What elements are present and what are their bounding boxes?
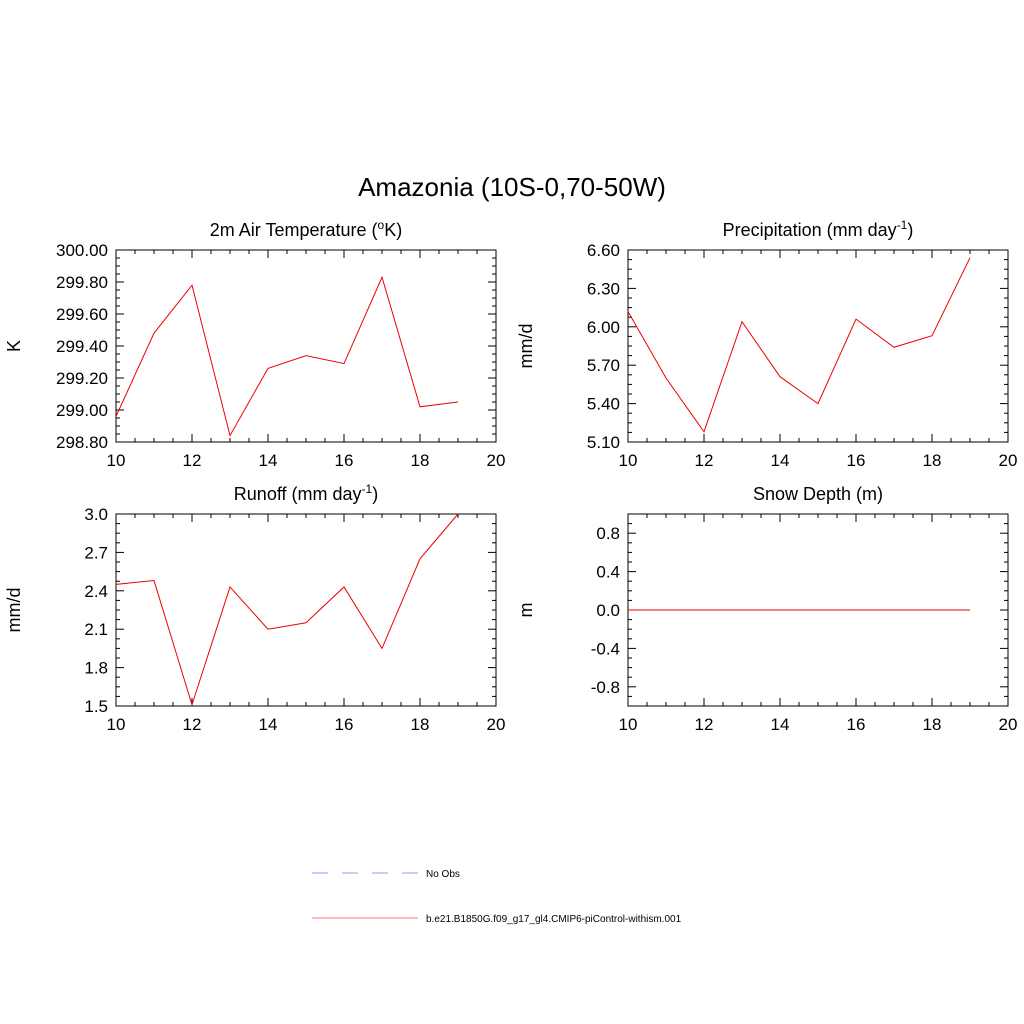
series-line-1 — [115, 275, 459, 437]
legend: No Obs b.e21.B1850G.f09_g17_gl4.CMIP6-piC… — [312, 869, 682, 925]
y-tick-label: 0.4 — [596, 563, 620, 582]
x-tick-label: 12 — [695, 451, 714, 470]
y-tick-label: 299.20 — [56, 369, 108, 388]
panels: 2m Air Temperature (oK) K 10 12 14 16 18 20 298.… — [4, 218, 1017, 734]
panel-title-superscript: -1 — [897, 218, 908, 232]
y-tick-label: 299.40 — [56, 337, 108, 356]
y-tick-label: 2.1 — [84, 620, 108, 639]
x-tick-label: 10 — [619, 451, 638, 470]
plot-frame — [115, 249, 497, 443]
x-tick-label: 12 — [183, 451, 202, 470]
panel-title-end: K) — [384, 220, 402, 240]
plot-frame — [627, 249, 1009, 443]
y-tick-label: 299.60 — [56, 305, 108, 324]
x-tick-label: 20 — [487, 451, 506, 470]
y-tick-label: 0.8 — [596, 524, 620, 543]
panel-title: Snow Depth (m) — [753, 484, 883, 504]
x-tick-label: 16 — [847, 715, 866, 734]
x-tick-label: 12 — [695, 715, 714, 734]
y-tick-label: 1.8 — [84, 659, 108, 678]
panel-title-end: ) — [372, 484, 378, 504]
x-tick-label: 14 — [259, 451, 278, 470]
x-tick-label: 20 — [999, 715, 1018, 734]
y-tick-label: 6.30 — [587, 279, 620, 298]
panel-1: 2m Air Temperature (oK) K 10 12 14 16 18 20 298.… — [4, 218, 505, 470]
panel-title: Runoff (mm day-1) — [234, 482, 378, 504]
y-axis-label: mm/d — [516, 324, 536, 369]
x-tick-label: 14 — [771, 715, 790, 734]
y-tick-label: 299.00 — [56, 401, 108, 420]
x-tick-label: 14 — [771, 451, 790, 470]
x-tick-label: 18 — [411, 451, 430, 470]
x-tick-label: 10 — [619, 715, 638, 734]
panel-title: Precipitation (mm day-1) — [723, 218, 914, 240]
panel-title-base: Snow Depth (m) — [753, 484, 883, 504]
panel-title-base: Runoff (mm day — [234, 484, 362, 504]
x-tick-label: 18 — [923, 451, 942, 470]
series-line-1 — [115, 513, 459, 707]
y-axis-label: mm/d — [4, 588, 24, 633]
y-tick-label: 5.70 — [587, 356, 620, 375]
x-tick-label: 16 — [847, 451, 866, 470]
y-tick-label: 298.80 — [56, 433, 108, 452]
y-axis-label: m — [516, 603, 536, 618]
x-tick-label: 16 — [335, 451, 354, 470]
y-tick-label: 300.00 — [56, 241, 108, 260]
panel-3: Runoff (mm day-1) mm/d 10 12 14 16 18 20 1.5 1.8 2… — [4, 482, 505, 734]
x-tick-label: 20 — [999, 451, 1018, 470]
y-tick-label: 299.80 — [56, 273, 108, 292]
y-tick-label: -0.4 — [591, 639, 620, 658]
panel-4: Snow Depth (m) m 10 12 14 16 18 20 -0.8 -0.4 0.0 0.… — [516, 484, 1017, 734]
y-tick-label: 6.00 — [587, 318, 620, 337]
y-tick-label: -0.8 — [591, 678, 620, 697]
plot-frame — [115, 513, 497, 707]
x-tick-label: 10 — [107, 451, 126, 470]
panel-2: Precipitation (mm day-1) mm/d 10 12 14 16 18 20… — [516, 218, 1017, 470]
x-tick-label: 14 — [259, 715, 278, 734]
panel-title-base: 2m Air Temperature ( — [210, 220, 378, 240]
y-tick-label: 1.5 — [84, 697, 108, 716]
x-tick-label: 18 — [411, 715, 430, 734]
y-tick-label: 6.60 — [587, 241, 620, 260]
y-tick-label: 5.10 — [587, 433, 620, 452]
y-axis-label: K — [4, 340, 24, 352]
legend-label-1: No Obs — [426, 869, 460, 880]
y-tick-label: 2.4 — [84, 582, 108, 601]
y-tick-label: 2.7 — [84, 543, 108, 562]
y-tick-label: 5.40 — [587, 395, 620, 414]
panel-title: 2m Air Temperature (oK) — [210, 218, 402, 240]
x-tick-label: 18 — [923, 715, 942, 734]
panel-title-superscript: o — [378, 218, 385, 232]
main-title: Amazonia (10S-0,70-50W) — [358, 172, 666, 202]
panel-title-superscript: -1 — [362, 482, 373, 496]
panel-title-base: Precipitation (mm day — [723, 220, 897, 240]
panel-title-end: ) — [907, 220, 913, 240]
y-tick-label: 3.0 — [84, 505, 108, 524]
x-tick-label: 12 — [183, 715, 202, 734]
series-line-1 — [627, 257, 971, 433]
legend-label-2: b.e21.B1850G.f09_g17_gl4.CMIP6-piControl… — [426, 914, 682, 925]
x-tick-label: 20 — [487, 715, 506, 734]
x-tick-label: 10 — [107, 715, 126, 734]
y-tick-label: 0.0 — [596, 601, 620, 620]
x-tick-label: 16 — [335, 715, 354, 734]
